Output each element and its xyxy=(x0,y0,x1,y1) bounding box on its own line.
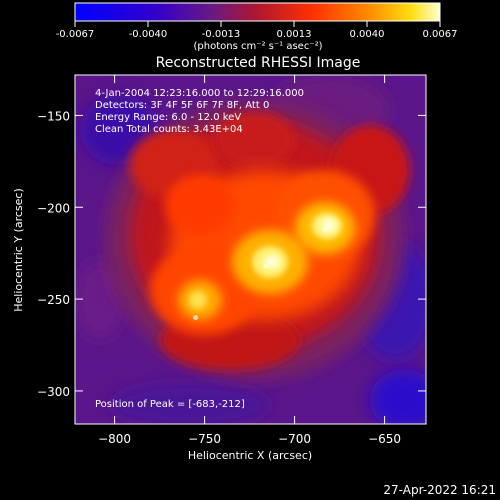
colorbar-strip xyxy=(74,2,441,22)
render-timestamp: 27-Apr-2022 16:21 xyxy=(383,483,496,497)
x-tick-label: −700 xyxy=(278,432,311,446)
x-axis-label: Heliocentric X (arcsec) xyxy=(188,449,312,462)
annotation-clean-counts: Clean Total counts: 3.43E+04 xyxy=(95,124,243,135)
chart-title: Reconstructed RHESSI Image xyxy=(156,55,361,71)
x-tick-label: −800 xyxy=(98,432,131,446)
flux-image xyxy=(75,75,426,424)
colorbar: -0.0067 -0.0040 -0.0013 0.0013 0.0040 0.0067 … xyxy=(56,2,458,52)
colorbar-tick-label: 0.0067 xyxy=(423,29,458,40)
peak-point xyxy=(263,263,269,269)
x-tick-label: −750 xyxy=(188,432,221,446)
y-axis-ticks: −150 −200 −250 −300 xyxy=(37,109,426,399)
y-tick-label: −300 xyxy=(37,385,70,399)
y-tick-label: −250 xyxy=(37,293,70,307)
x-axis-ticks: −800 −750 −700 −650 xyxy=(98,75,401,446)
peak-markers xyxy=(193,226,328,320)
annotation-detectors: Detectors: 3F 4F 5F 6F 7F 8F, Att 0 xyxy=(95,100,269,111)
colorbar-ticks: -0.0067 -0.0040 -0.0013 0.0013 0.0040 0.0067 xyxy=(56,21,458,40)
colorbar-tick-label: -0.0067 xyxy=(56,29,95,40)
annotation-peak-position: Position of Peak = [-683,-212] xyxy=(95,399,245,410)
y-axis-label: Heliocentric Y (arcsec) xyxy=(12,188,25,312)
annotation-time-range: 4-Jan-2004 12:23:16.000 to 12:29:16.000 xyxy=(95,88,304,99)
annotation-energy-range: Energy Range: 6.0 - 12.0 keV xyxy=(95,112,241,123)
y-tick-label: −150 xyxy=(37,109,70,123)
peak-point xyxy=(193,314,199,320)
plot-frame xyxy=(74,74,427,425)
colorbar-tick-label: 0.0040 xyxy=(350,29,385,40)
colorbar-tick-label: -0.0040 xyxy=(129,29,168,40)
peak-point xyxy=(322,226,328,232)
colorbar-tick-label: 0.0013 xyxy=(277,29,312,40)
colorbar-tick-label: -0.0013 xyxy=(202,29,241,40)
y-tick-label: −200 xyxy=(37,201,70,215)
image-plot: 4-Jan-2004 12:23:16.000 to 12:29:16.000 … xyxy=(37,74,427,446)
x-tick-label: −650 xyxy=(368,432,401,446)
colorbar-unit-label: (photons cm⁻² s⁻¹ asec⁻²) xyxy=(193,41,322,52)
